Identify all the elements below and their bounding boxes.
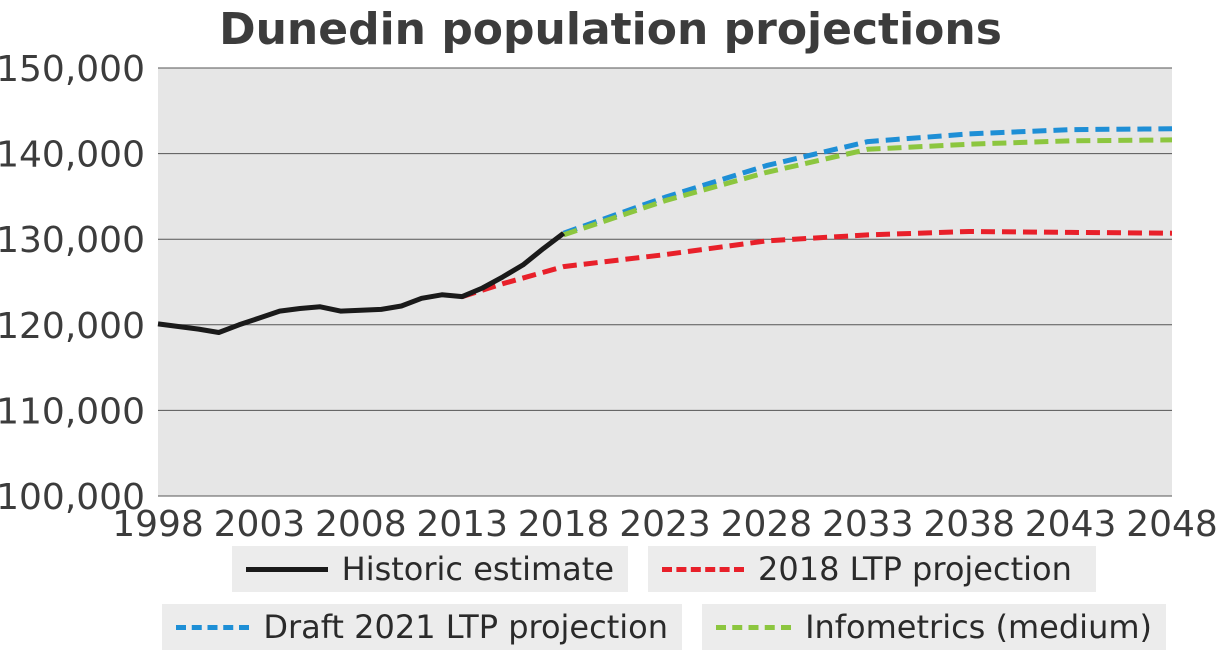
legend-item-historic-estimate: Historic estimate bbox=[232, 546, 628, 592]
legend-label: 2018 LTP projection bbox=[758, 550, 1072, 588]
series-line-draft-2021-ltp-projection bbox=[562, 126, 1173, 236]
y-tick-label: 150,000 bbox=[0, 49, 145, 90]
x-tick-label: 2043 bbox=[1025, 504, 1117, 545]
plot-area bbox=[158, 68, 1172, 496]
legend-item-2018-ltp-projection: 2018 LTP projection bbox=[648, 546, 1096, 592]
x-tick-label: 2008 bbox=[315, 504, 407, 545]
legend-item-infometrics-medium: Infometrics (medium) bbox=[702, 604, 1166, 650]
x-tick-label: 2023 bbox=[619, 504, 711, 545]
legend-swatch-dashed-icon bbox=[176, 624, 250, 630]
legend-label: Draft 2021 LTP projection bbox=[263, 608, 668, 646]
x-tick-label: 2018 bbox=[518, 504, 610, 545]
series-line-infometrics-medium bbox=[562, 137, 1173, 238]
legend-label: Infometrics (medium) bbox=[805, 608, 1152, 646]
x-tick-label: 2038 bbox=[923, 504, 1015, 545]
y-tick-label: 120,000 bbox=[0, 306, 145, 347]
x-tick-label: 2003 bbox=[214, 504, 306, 545]
y-tick-label: 100,000 bbox=[0, 477, 145, 518]
series-line-2018-ltp-projection bbox=[461, 229, 1173, 299]
x-tick-label: 1998 bbox=[112, 504, 204, 545]
x-tick-label: 2028 bbox=[721, 504, 813, 545]
x-tick-label: 2048 bbox=[1126, 504, 1218, 545]
legend-item-draft-2021-ltp-projection: Draft 2021 LTP projection bbox=[162, 604, 682, 650]
x-tick-label: 2013 bbox=[416, 504, 508, 545]
legend-swatch-dashed-icon bbox=[716, 624, 792, 630]
y-tick-label: 110,000 bbox=[0, 391, 145, 432]
series-line-historic-estimate bbox=[157, 231, 566, 335]
legend-label: Historic estimate bbox=[341, 550, 614, 588]
y-axis-ticks: 100,000 110,000 120,000 130,000 140,000 150,0… bbox=[0, 49, 145, 518]
x-axis-ticks: 1998 2003 2008 2013 2018 2023 2028 2033 2038 2043… bbox=[112, 504, 1218, 545]
gridlines bbox=[158, 67, 1172, 497]
chart-title: Dunedin population projections bbox=[219, 4, 1002, 55]
legend-swatch-dashed-icon bbox=[662, 566, 744, 572]
x-tick-label: 2033 bbox=[822, 504, 914, 545]
series-lines bbox=[157, 126, 1173, 335]
legend-swatch-solid-icon bbox=[246, 566, 328, 572]
y-tick-label: 140,000 bbox=[0, 135, 145, 176]
y-tick-label: 130,000 bbox=[0, 220, 145, 261]
